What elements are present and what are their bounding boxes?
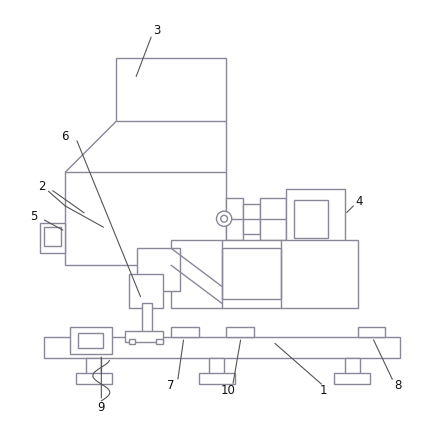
Text: 7: 7 (167, 380, 175, 393)
Bar (294, 199, 328, 238)
Bar (76, 373, 112, 384)
Text: 9: 9 (98, 401, 105, 414)
Circle shape (217, 211, 232, 227)
Text: 5: 5 (30, 210, 37, 223)
Bar (171, 327, 199, 337)
Bar (156, 338, 163, 344)
Text: 2: 2 (38, 181, 46, 193)
Text: 6: 6 (62, 130, 69, 143)
Bar (70, 327, 112, 354)
Text: 1: 1 (320, 384, 327, 397)
Bar (345, 359, 360, 375)
Bar (40, 223, 65, 253)
Bar (44, 337, 400, 359)
Bar (222, 248, 281, 299)
Circle shape (221, 215, 227, 222)
Text: 8: 8 (394, 380, 401, 393)
Bar (357, 327, 385, 337)
Text: 10: 10 (221, 384, 236, 397)
Bar (129, 274, 163, 308)
Bar (129, 338, 135, 344)
Bar (243, 204, 260, 233)
Bar (142, 303, 152, 333)
Bar (78, 333, 103, 348)
Bar (199, 373, 235, 384)
Bar (87, 359, 101, 375)
Bar (260, 198, 285, 240)
Bar (226, 198, 243, 240)
Bar (285, 189, 345, 248)
Bar (226, 327, 254, 337)
Bar (116, 58, 226, 121)
Text: 4: 4 (356, 195, 363, 208)
Bar (334, 373, 370, 384)
Bar (209, 359, 224, 375)
Text: 3: 3 (153, 24, 160, 37)
Bar (125, 331, 163, 341)
Bar (65, 172, 226, 265)
Bar (44, 227, 61, 246)
Bar (137, 248, 180, 291)
Bar (171, 240, 357, 308)
